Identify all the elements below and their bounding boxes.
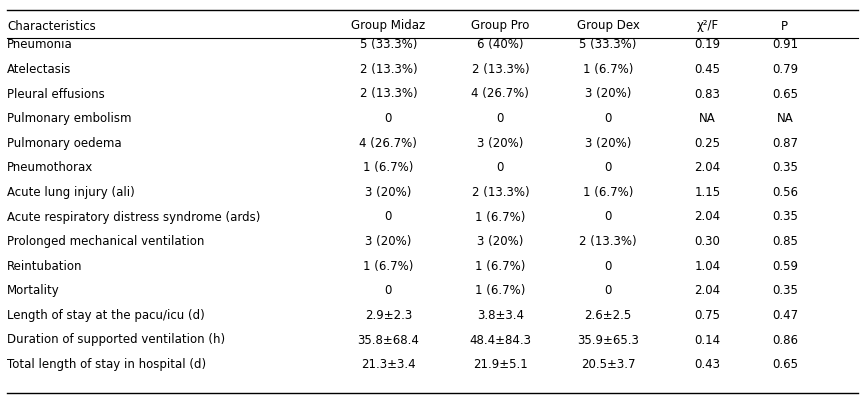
Text: 0: 0 xyxy=(496,112,504,125)
Text: 0.85: 0.85 xyxy=(771,235,797,248)
Text: Characteristics: Characteristics xyxy=(7,20,96,32)
Text: 0: 0 xyxy=(384,284,392,297)
Text: Group Dex: Group Dex xyxy=(576,20,639,32)
Text: 1 (6.7%): 1 (6.7%) xyxy=(474,210,525,224)
Text: 3 (20%): 3 (20%) xyxy=(585,137,630,150)
Text: Group Midaz: Group Midaz xyxy=(350,20,425,32)
Text: Duration of supported ventilation (h): Duration of supported ventilation (h) xyxy=(7,334,225,346)
Text: 1 (6.7%): 1 (6.7%) xyxy=(474,260,525,273)
Text: 6 (40%): 6 (40%) xyxy=(477,38,523,51)
Text: 0.56: 0.56 xyxy=(771,186,797,199)
Text: 2.04: 2.04 xyxy=(693,210,720,224)
Text: 0.86: 0.86 xyxy=(771,334,797,346)
Text: 2 (13.3%): 2 (13.3%) xyxy=(471,63,529,76)
Text: 4 (26.7%): 4 (26.7%) xyxy=(471,88,529,100)
Text: Pneumonia: Pneumonia xyxy=(7,38,72,51)
Text: 0.65: 0.65 xyxy=(771,88,797,100)
Text: 0.75: 0.75 xyxy=(693,309,720,322)
Text: 1 (6.7%): 1 (6.7%) xyxy=(582,63,633,76)
Text: Acute respiratory distress syndrome (ards): Acute respiratory distress syndrome (ard… xyxy=(7,210,260,224)
Text: 2.9±2.3: 2.9±2.3 xyxy=(364,309,412,322)
Text: 0: 0 xyxy=(604,112,611,125)
Text: 2 (13.3%): 2 (13.3%) xyxy=(359,88,417,100)
Text: 0: 0 xyxy=(384,210,392,224)
Text: Reintubation: Reintubation xyxy=(7,260,83,273)
Text: 1 (6.7%): 1 (6.7%) xyxy=(474,284,525,297)
Text: 3 (20%): 3 (20%) xyxy=(477,137,523,150)
Text: Pulmonary embolism: Pulmonary embolism xyxy=(7,112,131,125)
Text: 0: 0 xyxy=(604,260,611,273)
Text: 0.30: 0.30 xyxy=(693,235,720,248)
Text: 3 (20%): 3 (20%) xyxy=(477,235,523,248)
Text: 3 (20%): 3 (20%) xyxy=(365,235,411,248)
Text: Atelectasis: Atelectasis xyxy=(7,63,71,76)
Text: 0.79: 0.79 xyxy=(771,63,797,76)
Text: 3 (20%): 3 (20%) xyxy=(365,186,411,199)
Text: 35.9±65.3: 35.9±65.3 xyxy=(577,334,638,346)
Text: 1 (6.7%): 1 (6.7%) xyxy=(362,161,413,174)
Text: Prolonged mechanical ventilation: Prolonged mechanical ventilation xyxy=(7,235,204,248)
Text: P: P xyxy=(780,20,788,32)
Text: 0.35: 0.35 xyxy=(771,161,797,174)
Text: 0.65: 0.65 xyxy=(771,358,797,371)
Text: 35.8±68.4: 35.8±68.4 xyxy=(357,334,418,346)
Text: 21.9±5.1: 21.9±5.1 xyxy=(473,358,527,371)
Text: 4 (26.7%): 4 (26.7%) xyxy=(359,137,417,150)
Text: Pleural effusions: Pleural effusions xyxy=(7,88,104,100)
Text: Group Pro: Group Pro xyxy=(471,20,529,32)
Text: NA: NA xyxy=(698,112,715,125)
Text: 0: 0 xyxy=(604,210,611,224)
Text: NA: NA xyxy=(776,112,792,125)
Text: 0.43: 0.43 xyxy=(693,358,720,371)
Text: 0.47: 0.47 xyxy=(771,309,797,322)
Text: 2.04: 2.04 xyxy=(693,161,720,174)
Text: 0: 0 xyxy=(604,284,611,297)
Text: 2.04: 2.04 xyxy=(693,284,720,297)
Text: 1 (6.7%): 1 (6.7%) xyxy=(362,260,413,273)
Text: Total length of stay in hospital (d): Total length of stay in hospital (d) xyxy=(7,358,206,371)
Text: 0.45: 0.45 xyxy=(693,63,720,76)
Text: 0.19: 0.19 xyxy=(693,38,720,51)
Text: χ²/F: χ²/F xyxy=(696,20,717,32)
Text: 0.35: 0.35 xyxy=(771,210,797,224)
Text: 1.04: 1.04 xyxy=(693,260,720,273)
Text: Acute lung injury (ali): Acute lung injury (ali) xyxy=(7,186,134,199)
Text: 0.91: 0.91 xyxy=(771,38,797,51)
Text: 0.35: 0.35 xyxy=(771,284,797,297)
Text: 5 (33.3%): 5 (33.3%) xyxy=(359,38,417,51)
Text: Length of stay at the pacu/icu (d): Length of stay at the pacu/icu (d) xyxy=(7,309,204,322)
Text: 1 (6.7%): 1 (6.7%) xyxy=(582,186,633,199)
Text: 2 (13.3%): 2 (13.3%) xyxy=(579,235,636,248)
Text: 21.3±3.4: 21.3±3.4 xyxy=(361,358,415,371)
Text: 0.83: 0.83 xyxy=(693,88,720,100)
Text: 2 (13.3%): 2 (13.3%) xyxy=(359,63,417,76)
Text: 0.59: 0.59 xyxy=(771,260,797,273)
Text: 0.14: 0.14 xyxy=(693,334,720,346)
Text: 0: 0 xyxy=(604,161,611,174)
Text: 3 (20%): 3 (20%) xyxy=(585,88,630,100)
Text: 0.25: 0.25 xyxy=(693,137,720,150)
Text: Pulmonary oedema: Pulmonary oedema xyxy=(7,137,121,150)
Text: 20.5±3.7: 20.5±3.7 xyxy=(580,358,635,371)
Text: 2 (13.3%): 2 (13.3%) xyxy=(471,186,529,199)
Text: 0: 0 xyxy=(496,161,504,174)
Text: 0: 0 xyxy=(384,112,392,125)
Text: Mortality: Mortality xyxy=(7,284,59,297)
Text: 3.8±3.4: 3.8±3.4 xyxy=(476,309,523,322)
Text: 2.6±2.5: 2.6±2.5 xyxy=(584,309,631,322)
Text: 1.15: 1.15 xyxy=(693,186,720,199)
Text: Pneumothorax: Pneumothorax xyxy=(7,161,93,174)
Text: 0.87: 0.87 xyxy=(771,137,797,150)
Text: 5 (33.3%): 5 (33.3%) xyxy=(579,38,636,51)
Text: 48.4±84.3: 48.4±84.3 xyxy=(469,334,530,346)
